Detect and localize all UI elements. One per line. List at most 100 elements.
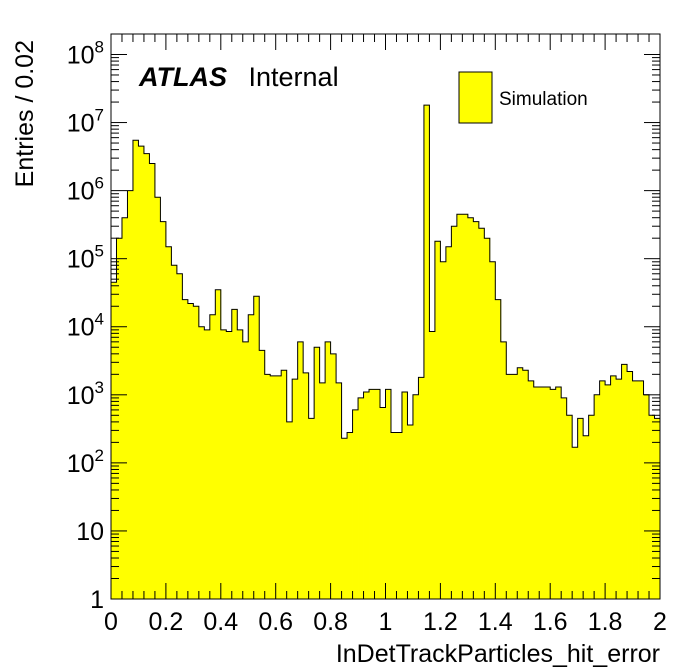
y-tick-label: 104 — [67, 310, 104, 342]
histogram-bin — [160, 221, 167, 599]
legend: Simulation — [458, 71, 588, 124]
histogram-bin — [204, 329, 211, 599]
y-tick-label: 107 — [67, 106, 104, 138]
histogram-bin — [111, 282, 117, 599]
histogram-bin — [275, 375, 282, 599]
x-tick-label: 0.2 — [149, 608, 184, 636]
legend-swatch — [458, 71, 493, 124]
histogram-bin — [281, 370, 288, 599]
y-tick-label: 108 — [67, 37, 104, 69]
histogram-bin — [330, 353, 337, 599]
histogram-bin — [484, 238, 491, 599]
histogram-bin — [423, 105, 430, 600]
histogram-bin — [220, 329, 227, 599]
atlas-label-internal: Internal — [249, 62, 339, 92]
histogram-bin — [347, 432, 353, 599]
histogram-bin — [467, 217, 474, 599]
histogram-bin — [599, 380, 606, 599]
histogram-bin — [193, 306, 200, 599]
histogram-bin — [583, 435, 590, 599]
histogram-bin — [319, 382, 326, 599]
x-tick-labels: 0 0.2 0.4 0.6 0.8 1 1.2 1.4 1.6 1.8 2 — [104, 608, 667, 636]
y-axis-label: Entries / 0.02 — [11, 40, 39, 187]
histogram-bin — [539, 387, 546, 599]
histogram-bars — [111, 105, 661, 600]
histogram-bin — [544, 387, 551, 599]
histogram-bin — [522, 370, 529, 599]
histogram-bin — [429, 331, 436, 599]
histogram-bin — [308, 418, 315, 599]
legend-entry: Simulation — [499, 89, 588, 110]
histogram-bin — [616, 379, 622, 599]
histogram-bin — [440, 261, 447, 599]
histogram-bin — [511, 374, 518, 599]
histogram-bin — [643, 394, 650, 599]
histogram-bin — [127, 190, 134, 599]
histogram-bin — [649, 415, 655, 599]
histogram-bin — [253, 296, 260, 599]
histogram-bin — [572, 447, 579, 599]
histogram-bin — [325, 341, 331, 599]
histogram-bin — [621, 364, 628, 599]
histogram-bin — [566, 415, 573, 599]
histogram-bin — [627, 371, 633, 599]
histogram-bin — [237, 329, 244, 599]
histogram-bin — [116, 238, 123, 599]
x-tick-label: 0.8 — [313, 608, 348, 636]
x-tick-label: 1.4 — [478, 608, 513, 636]
histogram-bin — [451, 226, 458, 599]
x-tick-label: 1.8 — [588, 608, 623, 636]
histogram-bin — [555, 387, 562, 599]
histogram-bin — [396, 432, 403, 599]
histogram-bin — [654, 418, 661, 599]
x-tick-label: 1.6 — [533, 608, 568, 636]
histogram-bin — [215, 289, 222, 599]
histogram-bin — [638, 380, 644, 599]
histogram-bin — [434, 241, 441, 599]
histogram-bin — [182, 299, 189, 599]
y-tick-label: 1 — [90, 586, 104, 614]
y-tick-labels: 1 10 102 103 104 105 106 107 108 — [67, 37, 104, 614]
histogram-bin — [358, 397, 364, 599]
histogram-bin — [292, 379, 299, 599]
histogram-bin — [303, 372, 310, 599]
histogram-bin — [198, 326, 205, 599]
y-tick-label: 103 — [67, 378, 104, 410]
histogram-bin — [500, 341, 507, 599]
histogram-bin — [588, 415, 595, 599]
histogram-bin — [297, 341, 304, 599]
y-tick-label: 10 — [76, 518, 104, 546]
histogram-bin — [226, 331, 233, 599]
x-tick-label: 1 — [379, 608, 393, 636]
histogram-bin — [176, 273, 183, 599]
histogram-bin — [363, 391, 370, 599]
histogram-bin — [506, 374, 513, 599]
histogram-bin — [341, 438, 348, 599]
histogram-bin — [143, 153, 150, 599]
histogram-bin — [407, 425, 414, 599]
histogram-bin — [605, 384, 611, 599]
histogram-bin — [264, 374, 271, 599]
histogram-bin — [561, 397, 568, 599]
histogram-bin — [270, 375, 277, 599]
histogram-bin — [445, 246, 452, 599]
histogram-bin — [418, 377, 425, 599]
histogram-bin — [632, 380, 639, 599]
histogram-bin — [528, 380, 535, 599]
x-tick-label: 0 — [104, 608, 118, 636]
histogram-bin — [478, 228, 485, 599]
histogram-bin — [577, 418, 584, 599]
histogram-bin — [259, 350, 266, 599]
atlas-label-bold: ATLAS — [138, 62, 227, 92]
atlas-label: ATLAS Internal — [138, 62, 339, 92]
histogram-bin — [149, 163, 156, 599]
histogram-bin — [187, 303, 194, 599]
y-tick-label: 105 — [67, 242, 104, 274]
histogram-bin — [374, 389, 381, 599]
y-tick-label: 106 — [67, 174, 104, 206]
histogram-bin — [336, 382, 342, 599]
histogram-bin — [231, 309, 238, 599]
histogram-bin — [489, 261, 496, 599]
histogram-bin — [462, 214, 469, 599]
x-axis-label: InDetTrackParticles_hit_error — [336, 640, 660, 668]
